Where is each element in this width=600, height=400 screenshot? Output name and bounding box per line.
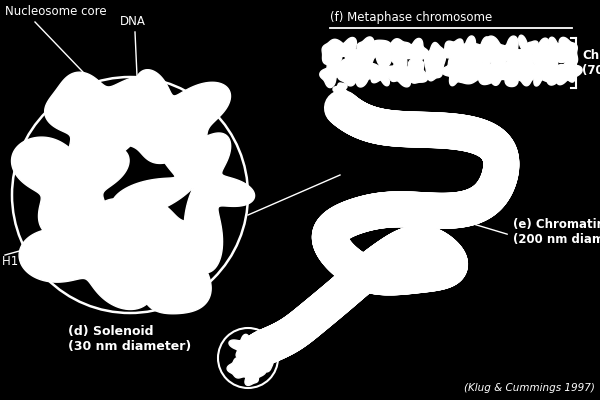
Polygon shape bbox=[249, 351, 273, 372]
Polygon shape bbox=[11, 137, 129, 238]
Polygon shape bbox=[239, 367, 266, 386]
Polygon shape bbox=[499, 57, 523, 86]
Polygon shape bbox=[322, 39, 345, 64]
Text: (Klug & Cummings 1997): (Klug & Cummings 1997) bbox=[464, 383, 595, 393]
Polygon shape bbox=[388, 39, 411, 67]
Polygon shape bbox=[401, 59, 428, 83]
Polygon shape bbox=[335, 38, 364, 68]
Polygon shape bbox=[98, 70, 230, 164]
Polygon shape bbox=[444, 39, 465, 68]
Polygon shape bbox=[486, 36, 508, 66]
Polygon shape bbox=[229, 334, 259, 362]
Text: DNA: DNA bbox=[120, 15, 146, 28]
Text: Nucleosome core: Nucleosome core bbox=[5, 5, 107, 18]
Text: Chromatid
(700 nm diameter): Chromatid (700 nm diameter) bbox=[582, 49, 600, 77]
Polygon shape bbox=[471, 37, 494, 64]
Polygon shape bbox=[425, 42, 446, 81]
Polygon shape bbox=[486, 57, 509, 85]
Polygon shape bbox=[106, 200, 211, 314]
Polygon shape bbox=[355, 60, 380, 87]
Polygon shape bbox=[338, 60, 360, 86]
Polygon shape bbox=[19, 199, 154, 310]
Polygon shape bbox=[499, 36, 523, 64]
Text: (e) Chromatin fiber
(200 nm diameter): (e) Chromatin fiber (200 nm diameter) bbox=[513, 218, 600, 246]
Polygon shape bbox=[112, 126, 254, 273]
Polygon shape bbox=[457, 36, 479, 67]
Polygon shape bbox=[442, 57, 466, 86]
Polygon shape bbox=[400, 38, 429, 65]
Polygon shape bbox=[469, 61, 495, 84]
Polygon shape bbox=[459, 54, 482, 84]
Polygon shape bbox=[385, 55, 410, 87]
Polygon shape bbox=[353, 37, 377, 66]
Polygon shape bbox=[558, 37, 578, 65]
Polygon shape bbox=[370, 40, 392, 67]
Polygon shape bbox=[320, 59, 346, 88]
Polygon shape bbox=[512, 35, 538, 67]
Polygon shape bbox=[227, 358, 251, 378]
Polygon shape bbox=[542, 37, 565, 65]
Polygon shape bbox=[542, 56, 568, 85]
Polygon shape bbox=[524, 61, 551, 86]
Polygon shape bbox=[557, 58, 582, 85]
Polygon shape bbox=[44, 72, 164, 188]
Text: (f) Metaphase chromosome: (f) Metaphase chromosome bbox=[330, 11, 492, 24]
Polygon shape bbox=[515, 60, 537, 86]
Polygon shape bbox=[368, 56, 399, 86]
Polygon shape bbox=[527, 38, 549, 64]
Text: H1 Histone: H1 Histone bbox=[2, 255, 67, 268]
Text: (d) Solenoid
(30 nm diameter): (d) Solenoid (30 nm diameter) bbox=[68, 325, 191, 353]
